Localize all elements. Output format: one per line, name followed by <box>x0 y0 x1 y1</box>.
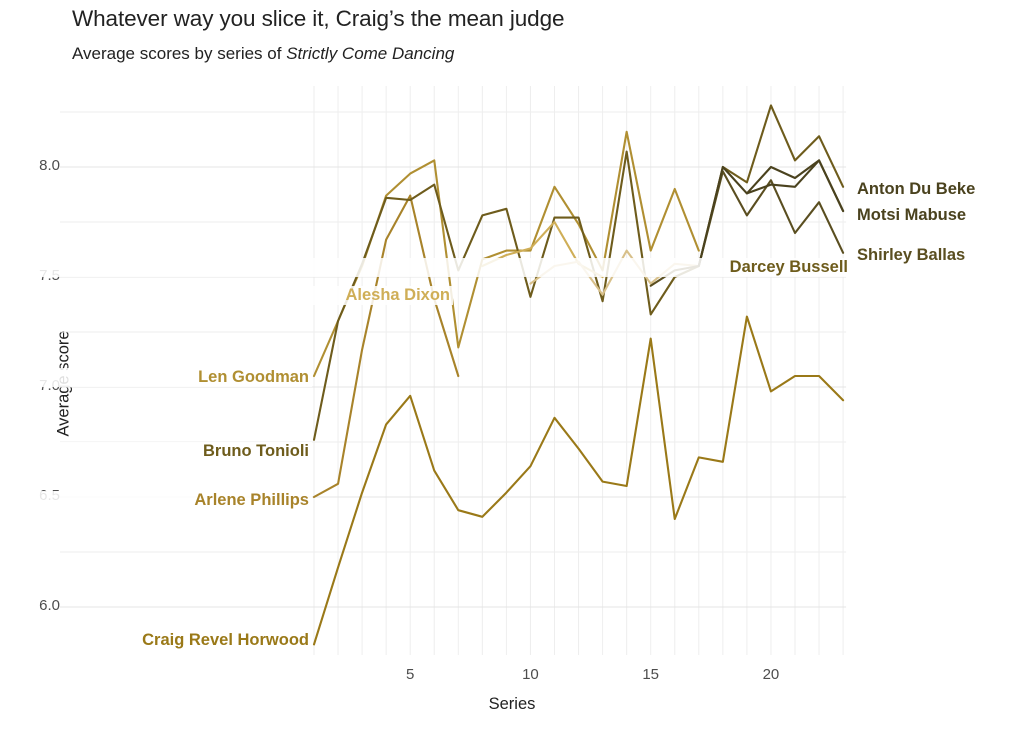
y-axis-tick: 6.0 <box>39 597 60 614</box>
series-label-darcey: Darcey Bussell <box>0 258 851 277</box>
series-label-arlene: Arlene Phillips <box>0 491 312 510</box>
series-label-bruno: Bruno Tonioli <box>0 442 312 461</box>
x-axis-tick: 5 <box>406 666 415 683</box>
series-label-motsi: Motsi Mabuse <box>854 206 970 225</box>
subtitle-prefix: Average scores by series of <box>72 44 287 63</box>
x-axis-tick: 20 <box>762 666 780 683</box>
x-axis-tick: 15 <box>642 666 660 683</box>
series-label-alesha: Alesha Dixon <box>0 286 453 305</box>
subtitle-emphasis: Strictly Come Dancing <box>286 44 455 63</box>
y-axis-tick: 8.0 <box>39 157 60 174</box>
series-label-shirley: Shirley Ballas <box>854 246 969 265</box>
x-axis-tick: 10 <box>522 666 539 683</box>
gridlines-minor <box>60 111 847 553</box>
gridlines-major <box>60 166 847 608</box>
series-label-len: Len Goodman <box>0 368 312 387</box>
series-label-anton: Anton Du Beke <box>854 180 979 199</box>
x-axis-label: Series <box>488 695 536 713</box>
page-subtitle: Average scores by series of Strictly Com… <box>72 44 454 64</box>
page-title: Whatever way you slice it, Craig’s the m… <box>72 6 565 31</box>
series-label-craig: Craig Revel Horwood <box>0 631 312 650</box>
